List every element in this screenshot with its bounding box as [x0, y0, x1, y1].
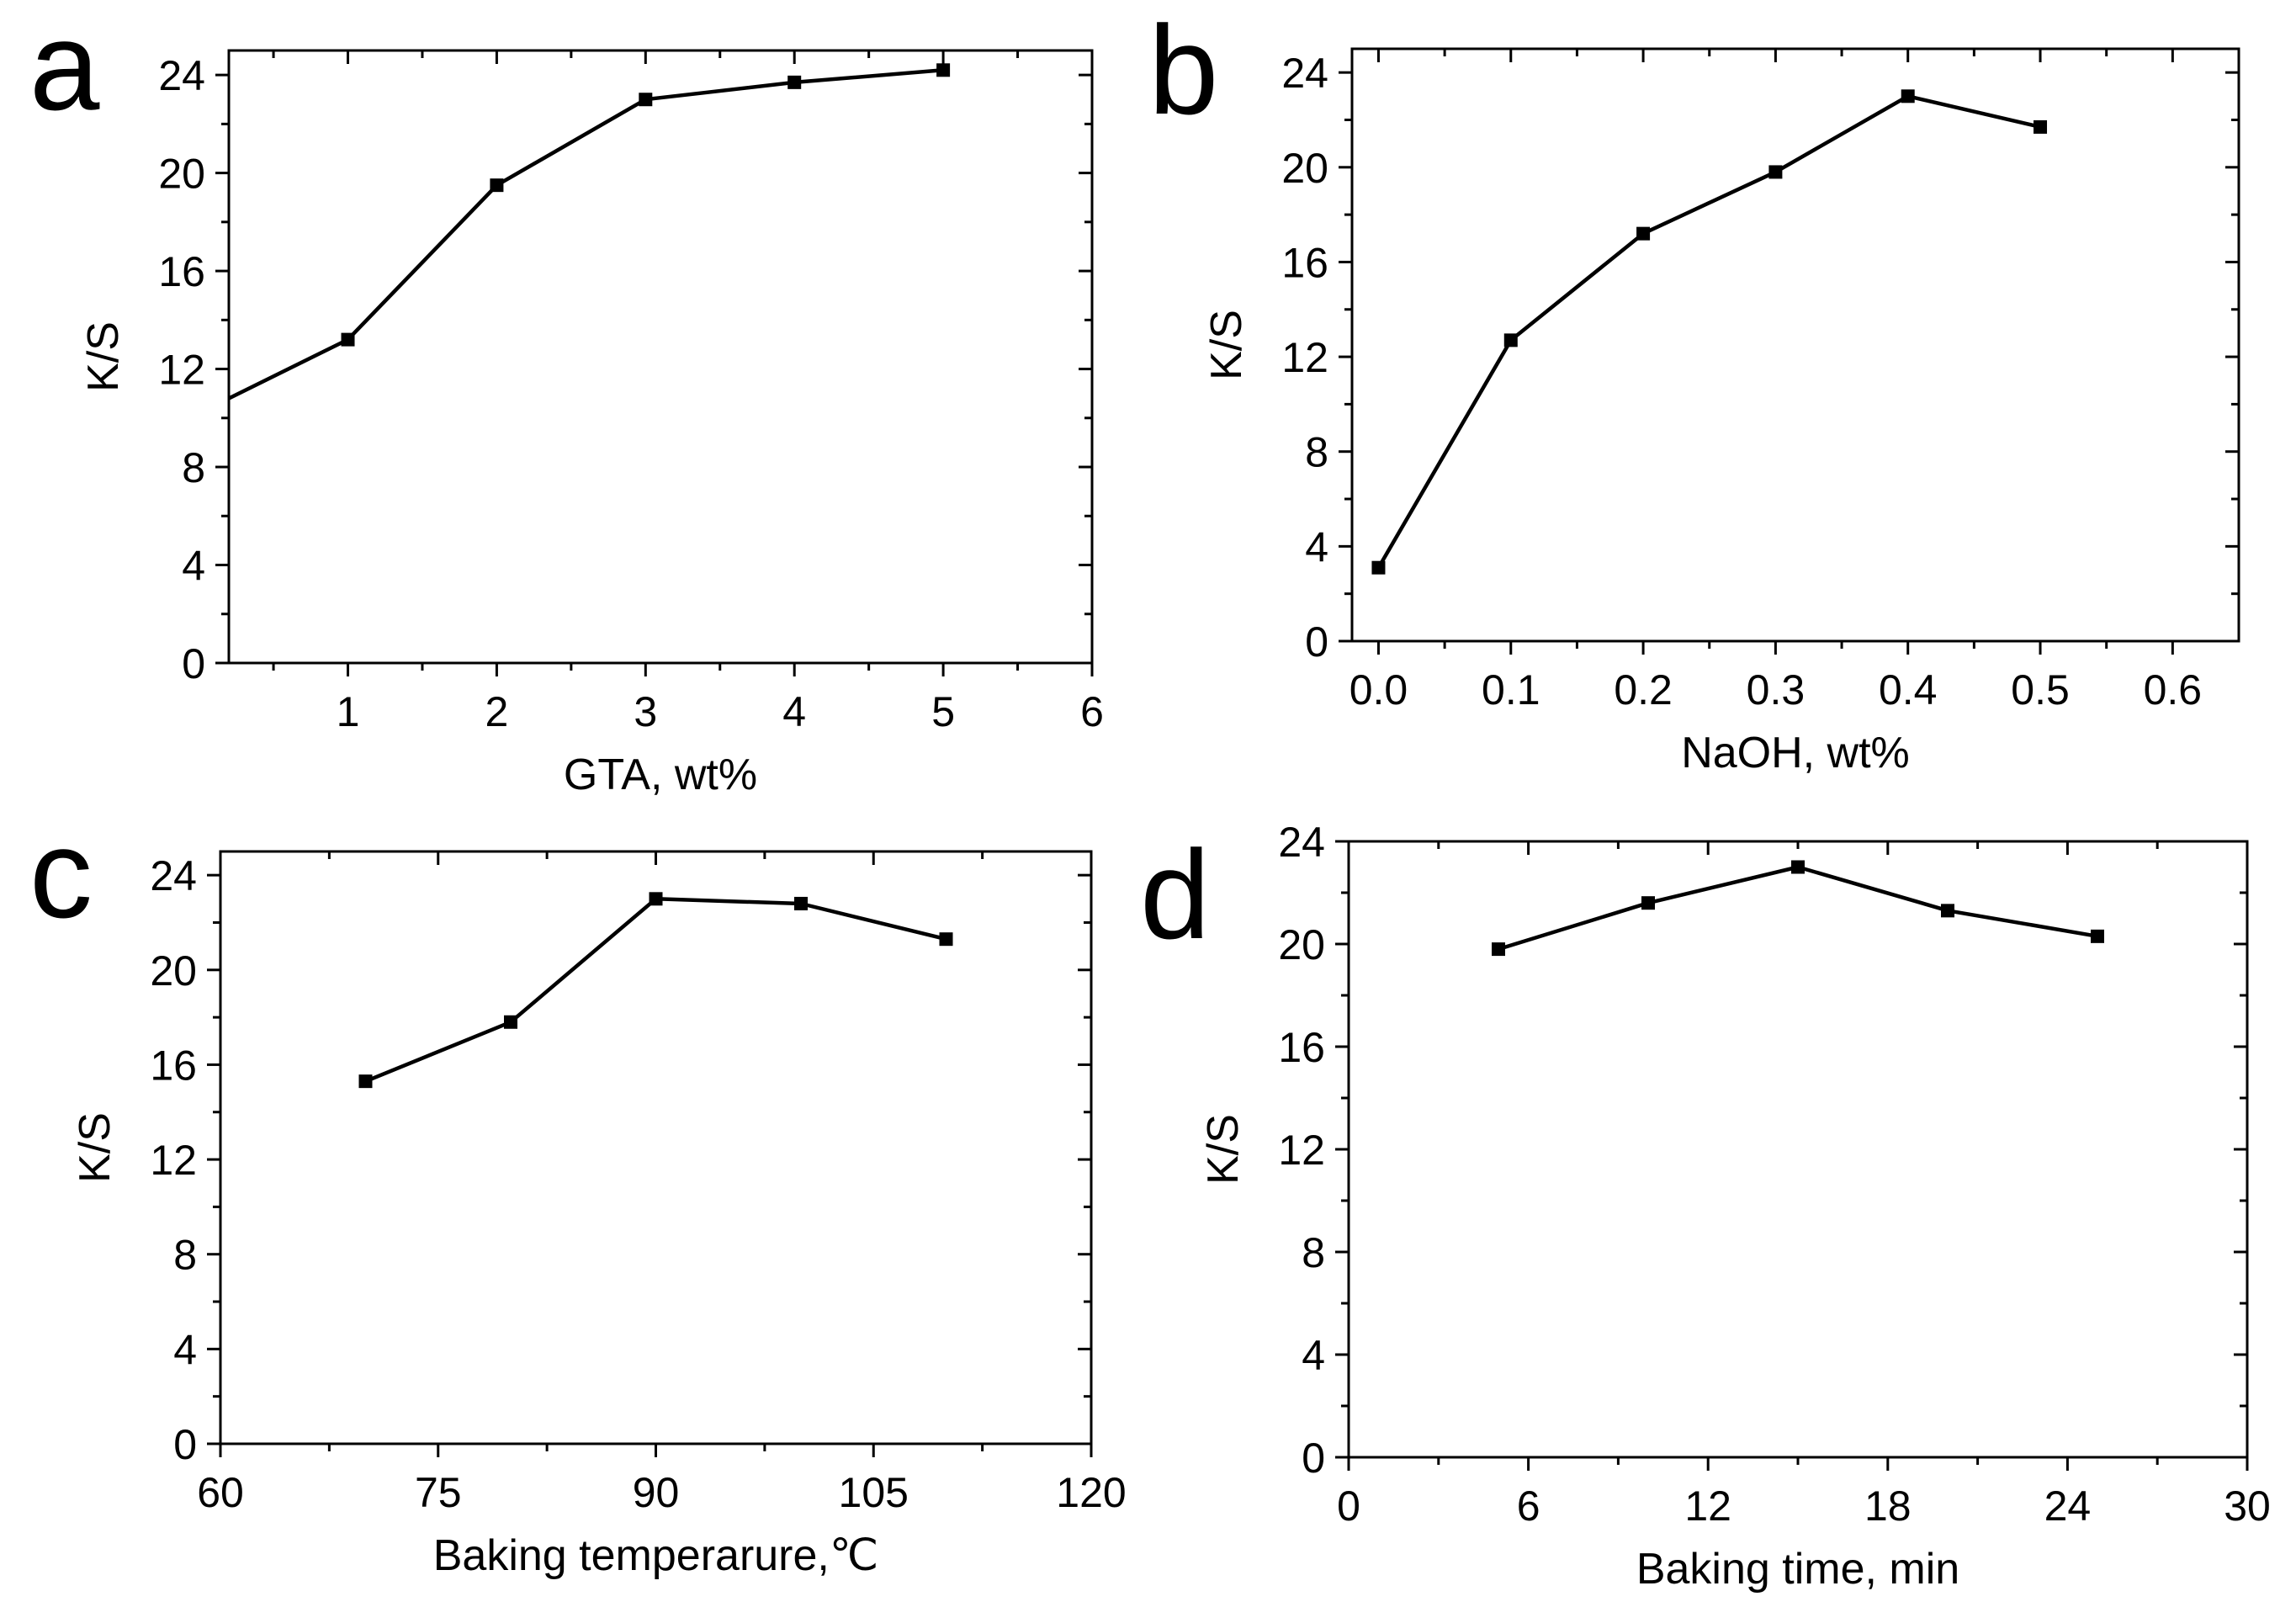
y-tick-label: 24	[1281, 50, 1328, 97]
y-tick-label: 20	[150, 947, 197, 994]
x-tick-label: 6	[1517, 1482, 1540, 1530]
data-point	[1768, 165, 1783, 179]
data-point	[2034, 119, 2048, 134]
data-point	[341, 332, 355, 347]
panel-c: 60 75 90 105 120 0 4 8 12 16 20 24 Baking temperarur…	[29, 803, 1127, 1580]
x-tick-label: 0.2	[1614, 666, 1673, 713]
x-tick-label: 5	[931, 688, 955, 735]
x-tick-label: 2	[485, 688, 509, 735]
data-point	[639, 93, 653, 107]
panel-letter: d	[1140, 824, 1210, 965]
x-tick-label: 3	[634, 688, 657, 735]
x-tick-label: 24	[2044, 1482, 2092, 1530]
y-tick-label: 4	[1305, 523, 1328, 570]
y-tick-label: 8	[173, 1232, 197, 1279]
y-axis-title: K/S	[79, 321, 128, 392]
x-tick-label: 0.1	[1482, 666, 1540, 713]
y-tick-label: 12	[158, 347, 205, 394]
data-point	[939, 932, 953, 947]
x-tick-label: 0.3	[1747, 666, 1806, 713]
y-tick-label: 0	[1305, 618, 1328, 666]
y-tick-label: 16	[150, 1042, 197, 1089]
y-tick-label: 20	[1281, 145, 1328, 192]
x-axis-title: Baking time, min	[1636, 1545, 1959, 1594]
series-line	[229, 68, 944, 401]
y-tick-label: 12	[1281, 334, 1328, 381]
y-tick-label: 16	[1278, 1024, 1325, 1071]
y-tick-label: 16	[1281, 239, 1328, 286]
y-tick-label: 0	[173, 1421, 197, 1468]
y-tick-label: 20	[1278, 921, 1325, 968]
plot-frame	[1350, 47, 2240, 643]
y-tick-label: 24	[158, 52, 205, 99]
data-point	[1492, 942, 1505, 957]
data-point	[504, 1015, 517, 1029]
x-tick-label: 0.5	[2011, 666, 2070, 713]
data-point	[936, 63, 951, 77]
x-tick-label: 30	[2224, 1482, 2271, 1530]
x-tick-label: 6	[1080, 688, 1104, 735]
panel-b: 0.0 0.1 0.2 0.3 0.4 0.5 0.6 0 4 8 12 16 20 24 NaOH, wt…	[1148, 0, 2240, 777]
panel-d: 0 6 12 18 24 30 0 4 8 12 16 20 24 Baking time, min K/S…	[1140, 819, 2271, 1594]
series-line	[1376, 94, 2041, 569]
y-tick-label: 8	[182, 444, 205, 491]
x-tick-label: 0.4	[1879, 666, 1938, 713]
panel-letter: b	[1148, 0, 1218, 141]
x-axis-title: GTA, wt%	[564, 751, 757, 799]
data-point	[1901, 89, 1915, 103]
y-tick-label: 8	[1305, 429, 1328, 476]
x-axis-title: Baking temperarure,℃	[433, 1531, 879, 1580]
x-tick-label: 0	[1337, 1482, 1360, 1530]
data-point	[794, 896, 808, 910]
data-point	[1941, 904, 1954, 918]
x-tick-label: 105	[839, 1469, 909, 1516]
data-point	[1503, 333, 1518, 347]
y-tick-label: 24	[150, 852, 197, 899]
x-tick-label: 1	[337, 688, 360, 735]
data-point	[2091, 929, 2104, 943]
y-tick-label: 8	[1302, 1229, 1325, 1276]
data-point	[490, 178, 504, 193]
plot-frame	[227, 49, 1094, 665]
x-tick-label: 18	[1864, 1482, 1912, 1530]
x-tick-label: 0.0	[1349, 666, 1408, 713]
data-point	[1636, 226, 1651, 241]
x-tick-label: 60	[197, 1469, 244, 1516]
x-tick-label: 120	[1056, 1469, 1126, 1516]
data-point	[1641, 896, 1655, 910]
y-tick-label: 4	[182, 543, 205, 590]
data-point	[358, 1074, 373, 1089]
data-point	[787, 75, 802, 89]
x-tick-label: 4	[782, 688, 806, 735]
data-point	[649, 892, 663, 906]
panel-letter: c	[29, 803, 93, 944]
y-tick-label: 0	[1302, 1435, 1325, 1482]
y-tick-label: 0	[182, 640, 205, 687]
y-tick-label: 20	[158, 151, 205, 198]
x-tick-label: 0.6	[2144, 666, 2203, 713]
y-tick-label: 12	[1278, 1127, 1325, 1174]
x-axis-title: NaOH, wt%	[1681, 729, 1910, 777]
y-tick-label: 12	[150, 1137, 197, 1184]
y-tick-label: 16	[158, 248, 205, 295]
y-axis-title: K/S	[1199, 1114, 1248, 1185]
y-axis-title: K/S	[1202, 310, 1251, 380]
data-point	[1371, 560, 1386, 575]
y-tick-label: 24	[1278, 819, 1325, 866]
panel-letter: a	[29, 0, 100, 136]
y-tick-label: 4	[173, 1326, 197, 1373]
y-axis-title: K/S	[71, 1112, 119, 1183]
x-tick-label: 75	[415, 1469, 462, 1516]
data-point	[1791, 860, 1805, 874]
x-tick-label: 90	[633, 1469, 680, 1516]
y-tick-label: 4	[1302, 1332, 1325, 1379]
x-tick-label: 12	[1684, 1482, 1731, 1530]
